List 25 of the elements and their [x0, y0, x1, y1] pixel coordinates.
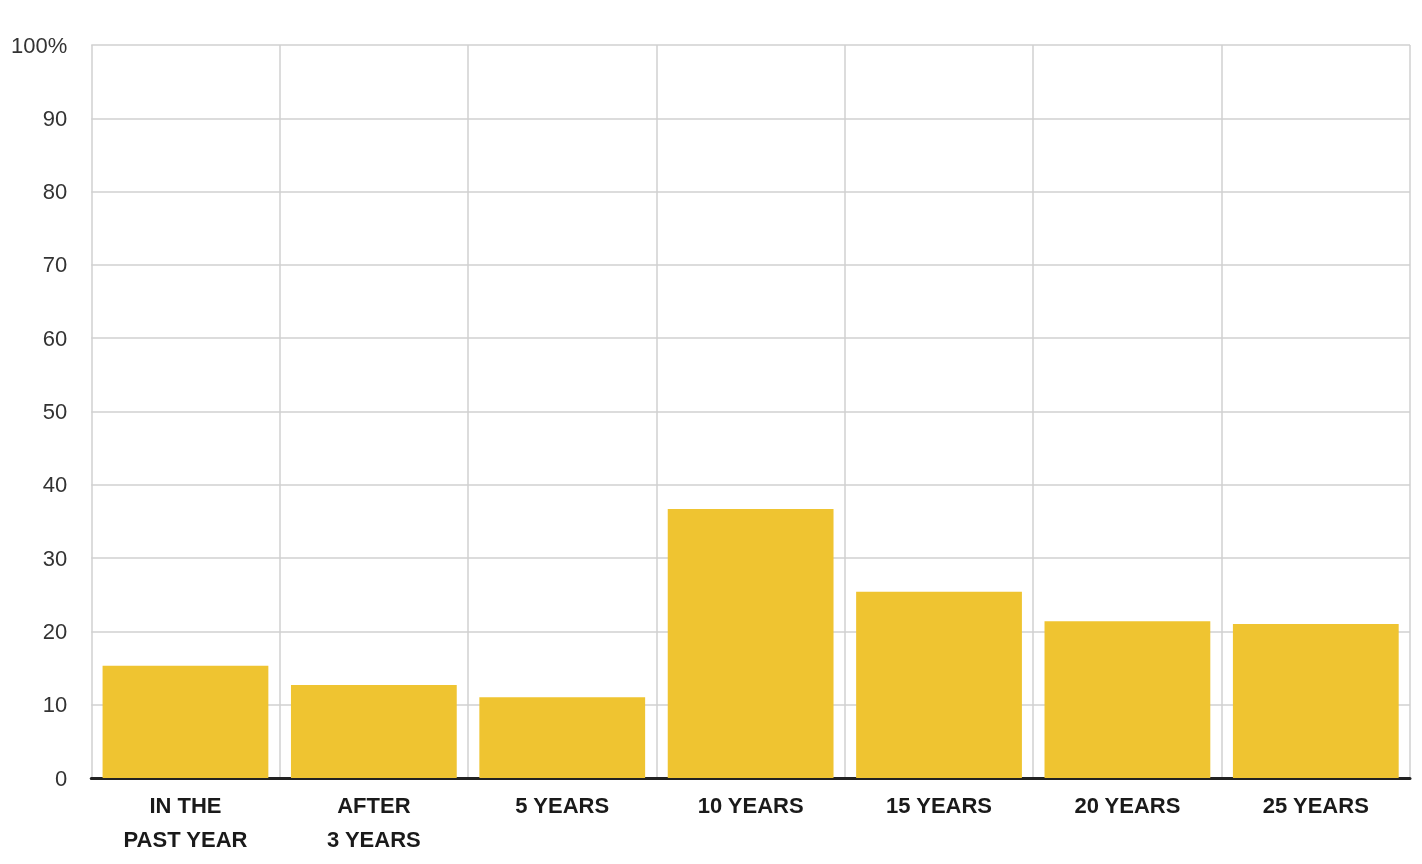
y-tick-label: 70	[42, 252, 68, 278]
y-tick-label: 30	[42, 545, 68, 571]
x-tick-label: 10 YEARS	[697, 792, 804, 818]
bar	[102, 665, 269, 778]
bar	[479, 697, 646, 778]
y-tick-label: 100%	[10, 32, 68, 58]
x-tick-label: 5 YEARS	[515, 792, 610, 818]
bar	[856, 591, 1022, 778]
y-tick-label: 10	[42, 692, 68, 718]
y-tick-label: 80	[42, 179, 68, 205]
y-tick-label: 60	[42, 325, 68, 351]
bar	[1232, 624, 1399, 778]
y-tick-label: 0	[55, 765, 68, 791]
bar	[290, 684, 457, 778]
x-tick-label: 25 YEARS	[1262, 792, 1369, 818]
y-tick-label: 40	[42, 472, 68, 498]
y-tick-label: 90	[42, 105, 68, 131]
x-tick-label: 15 YEARS	[886, 792, 993, 818]
bar	[667, 508, 834, 778]
x-tick-label: 20 YEARS	[1074, 792, 1181, 818]
x-tick-label: AFTER 3 YEARS	[326, 792, 421, 852]
y-tick-label: 20	[42, 618, 68, 644]
x-tick-label: IN THE PAST YEAR	[123, 792, 248, 852]
y-tick-label: 50	[42, 399, 68, 424]
bar	[1044, 621, 1211, 778]
